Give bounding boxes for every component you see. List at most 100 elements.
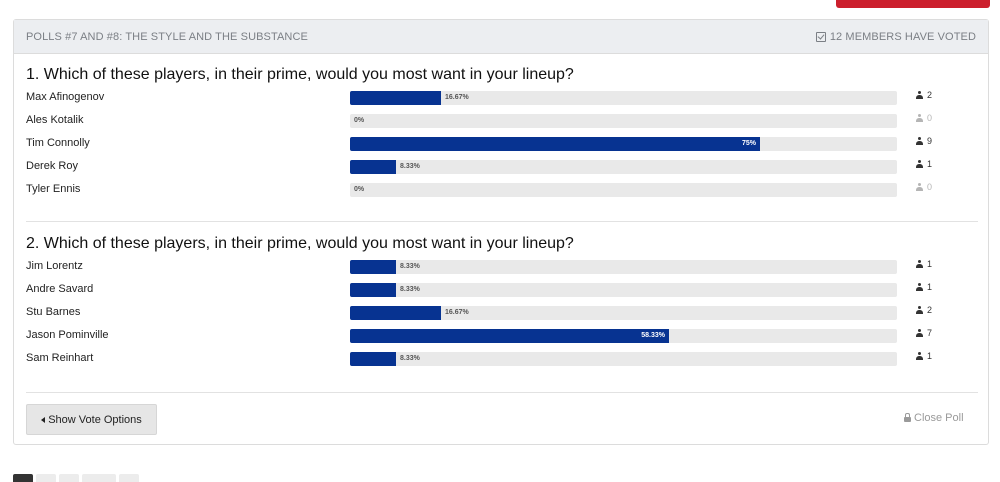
vote-count: 7 bbox=[916, 328, 932, 338]
result-bar-fill bbox=[350, 137, 760, 151]
page-button[interactable] bbox=[82, 474, 116, 482]
lock-icon bbox=[904, 413, 911, 422]
user-icon bbox=[916, 91, 923, 99]
vote-number: 2 bbox=[927, 90, 933, 100]
result-bar-fill bbox=[350, 352, 396, 366]
top-action-button[interactable] bbox=[836, 0, 990, 8]
page-button[interactable] bbox=[36, 474, 56, 482]
user-icon bbox=[916, 329, 923, 337]
close-poll-label: Close Poll bbox=[914, 412, 964, 424]
option-label: Stu Barnes bbox=[26, 306, 81, 318]
vote-number: 1 bbox=[927, 282, 933, 292]
question-title: 1. Which of these players, in their prim… bbox=[26, 66, 574, 83]
vote-count: 1 bbox=[916, 159, 932, 169]
result-bar-fill bbox=[350, 91, 441, 105]
result-bar-fill bbox=[350, 260, 396, 274]
vote-count: 0 bbox=[916, 182, 932, 192]
result-bar-track: 0% bbox=[350, 114, 897, 128]
user-icon bbox=[916, 260, 923, 268]
poll-title: POLLS #7 AND #8: THE STYLE AND THE SUBST… bbox=[26, 30, 308, 43]
result-bar-fill bbox=[350, 160, 396, 174]
option-label: Tyler Ennis bbox=[26, 183, 81, 195]
poll-option: Jason Pominville 58.33% 7 bbox=[26, 325, 978, 348]
result-bar-fill bbox=[350, 329, 669, 343]
vote-number: 0 bbox=[927, 113, 933, 123]
percent-label: 0% bbox=[354, 117, 365, 124]
option-label: Sam Reinhart bbox=[26, 352, 94, 364]
vote-count: 1 bbox=[916, 351, 932, 361]
vote-count: 2 bbox=[916, 90, 932, 100]
result-bar-fill bbox=[350, 283, 396, 297]
percent-label: 8.33% bbox=[400, 286, 420, 293]
poll-option: Sam Reinhart 8.33% 1 bbox=[26, 348, 978, 371]
poll-option: Andre Savard 8.33% 1 bbox=[26, 279, 978, 302]
vote-count: 0 bbox=[916, 113, 932, 123]
poll-option: Max Afinogenov 16.67% 2 bbox=[26, 87, 978, 110]
percent-label: 8.33% bbox=[400, 263, 420, 270]
vote-count: 2 bbox=[916, 305, 932, 315]
result-bar-track: 16.67% bbox=[350, 91, 897, 105]
footer-divider bbox=[26, 392, 978, 393]
option-label: Jason Pominville bbox=[26, 329, 109, 341]
result-bar-track: 16.67% bbox=[350, 306, 897, 320]
percent-label: 8.33% bbox=[400, 355, 420, 362]
percent-label: 16.67% bbox=[445, 94, 469, 101]
page-button[interactable] bbox=[13, 474, 33, 482]
result-bar-track: 58.33% bbox=[350, 329, 897, 343]
result-bar-track: 8.33% bbox=[350, 260, 897, 274]
question-1: 1. Which of these players, in their prim… bbox=[26, 63, 978, 202]
voted-count: 12 MEMBERS HAVE VOTED bbox=[815, 30, 976, 43]
show-vote-options-label: Show Vote Options bbox=[48, 413, 142, 426]
close-poll-link[interactable]: Close Poll bbox=[904, 412, 964, 424]
vote-count: 1 bbox=[916, 259, 932, 269]
poll-option: Stu Barnes 16.67% 2 bbox=[26, 302, 978, 325]
result-bar-track: 75% bbox=[350, 137, 897, 151]
result-bar-track: 8.33% bbox=[350, 352, 897, 366]
poll-header: POLLS #7 AND #8: THE STYLE AND THE SUBST… bbox=[14, 20, 988, 54]
result-bar-fill bbox=[350, 306, 441, 320]
vote-number: 1 bbox=[927, 351, 933, 361]
poll-option: Tim Connolly 75% 9 bbox=[26, 133, 978, 156]
question-divider bbox=[26, 221, 978, 222]
poll-option: Jim Lorentz 8.33% 1 bbox=[26, 256, 978, 279]
option-label: Andre Savard bbox=[26, 283, 94, 295]
user-icon bbox=[916, 352, 923, 360]
user-icon bbox=[916, 183, 923, 191]
user-icon bbox=[916, 306, 923, 314]
show-vote-options-button[interactable]: Show Vote Options bbox=[26, 404, 157, 435]
user-icon bbox=[916, 283, 923, 291]
question-title: 2. Which of these players, in their prim… bbox=[26, 235, 574, 252]
page-button[interactable] bbox=[59, 474, 79, 482]
user-icon bbox=[916, 114, 923, 122]
poll-option: Tyler Ennis 0% 0 bbox=[26, 179, 978, 202]
vote-count: 1 bbox=[916, 282, 932, 292]
voted-text: 12 MEMBERS HAVE VOTED bbox=[829, 30, 976, 43]
percent-label: 16.67% bbox=[445, 309, 469, 316]
vote-number: 1 bbox=[927, 259, 933, 269]
option-label: Derek Roy bbox=[26, 160, 78, 172]
result-bar-track: 8.33% bbox=[350, 160, 897, 174]
user-icon bbox=[916, 137, 923, 145]
option-label: Ales Kotalik bbox=[26, 114, 84, 126]
poll-panel: POLLS #7 AND #8: THE STYLE AND THE SUBST… bbox=[13, 19, 989, 445]
option-label: Max Afinogenov bbox=[26, 91, 105, 103]
percent-label: 0% bbox=[354, 186, 365, 193]
poll-option: Derek Roy 8.33% 1 bbox=[26, 156, 978, 179]
option-label: Tim Connolly bbox=[26, 137, 90, 149]
option-label: Jim Lorentz bbox=[26, 260, 83, 272]
caret-left-icon bbox=[41, 416, 46, 423]
vote-number: 7 bbox=[927, 328, 933, 338]
result-bar-track: 0% bbox=[350, 183, 897, 197]
vote-count: 9 bbox=[916, 136, 932, 146]
vote-number: 1 bbox=[927, 159, 933, 169]
vote-number: 2 bbox=[927, 305, 933, 315]
user-icon bbox=[916, 160, 923, 168]
vote-number: 9 bbox=[927, 136, 933, 146]
result-bar-track: 8.33% bbox=[350, 283, 897, 297]
pagination bbox=[13, 474, 139, 482]
check-square-icon bbox=[815, 31, 826, 42]
percent-label: 8.33% bbox=[400, 163, 420, 170]
page-button[interactable] bbox=[119, 474, 139, 482]
poll-option: Ales Kotalik 0% 0 bbox=[26, 110, 978, 133]
percent-label: 75% bbox=[741, 140, 756, 147]
